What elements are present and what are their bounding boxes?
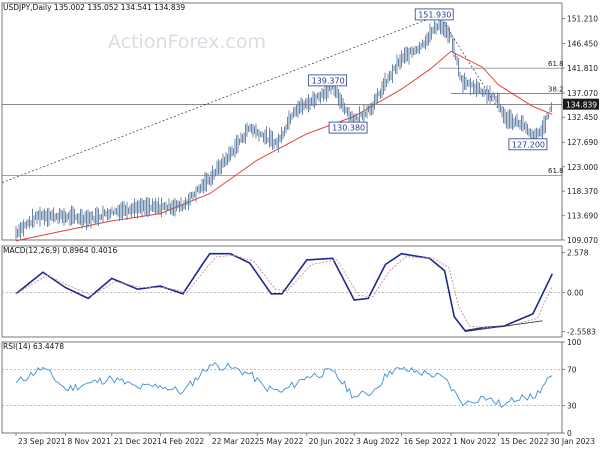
price-y-tick-label: 123.000 (567, 163, 598, 172)
price-callout-box (508, 138, 548, 151)
fib-level-label: 38.2 (548, 85, 564, 93)
x-tick-label: 30 Jan 2023 (550, 437, 595, 446)
price-callout-label: 151.930 (418, 10, 451, 19)
price-y-tick-label: 118.370 (567, 187, 598, 196)
price-callout-label: 127.200 (512, 140, 545, 149)
rsi-y-tick-label: 70 (567, 365, 577, 374)
macd-frame (1, 245, 563, 338)
price-callout: 127.200 (508, 138, 548, 151)
rsi-y-tick-label: 100 (567, 338, 582, 347)
rsi-panel-header: RSI(14) 63.4478 (3, 342, 64, 351)
price-panel: 151.210 146.450 141.810 137.070 132.450 127.6… (1, 2, 599, 245)
price-panel-header: USDJPY,Daily 135.002 135.052 134.541 134… (3, 3, 185, 12)
price-y-tick-label: 146.450 (567, 40, 598, 49)
price-y-tick-label: 113.690 (567, 212, 598, 221)
x-tick-label: 5 May 2022 (259, 437, 303, 446)
x-axis: 23 Sep 2021 8 Nov 2021 21 Dec 2021 4 Feb 20… (15, 433, 595, 446)
last-price-label: 134.839 (566, 101, 597, 110)
price-callout-box (414, 8, 454, 21)
macd-panel: 2.578 0.00 -2.5583 (1, 245, 596, 338)
rsi-frame (1, 341, 563, 434)
price-callout: 151.930 (414, 8, 454, 21)
macd-y-tick-label: 0.00 (567, 288, 584, 297)
price-y-tick-label: 127.690 (567, 138, 598, 147)
price-frame (1, 2, 563, 241)
price-callout: 139.370 (308, 74, 348, 87)
rsi-y-tick-label: 30 (567, 402, 577, 411)
x-tick-label: 22 Mar 2022 (212, 437, 260, 446)
price-callout-box (328, 121, 368, 134)
x-tick-label: 3 Aug 2022 (356, 437, 399, 446)
x-tick-label: 15 Dec 2022 (500, 437, 548, 446)
macd-divergence-line (465, 320, 543, 332)
macd-panel-header: MACD(12,26,9) 0.8964 0.4016 (3, 246, 117, 255)
x-tick-label: 20 Jun 2022 (309, 437, 354, 446)
moving-average-line (15, 50, 553, 242)
price-callout: 130.380 (328, 121, 368, 134)
macd-y-tick-label: 2.578 (567, 249, 589, 258)
x-tick-label: 4 Feb 2022 (162, 437, 204, 446)
macd-signal-line (15, 254, 553, 329)
macd-y-tick-label: -2.5583 (567, 328, 596, 337)
price-y-tick-label: 141.810 (567, 64, 598, 73)
x-tick-label: 23 Sep 2021 (18, 437, 66, 446)
last-price-box (563, 98, 599, 110)
price-y-tick-label: 109.070 (567, 236, 598, 245)
x-tick-label: 21 Dec 2021 (114, 437, 162, 446)
rsi-y-tick-label: 0 (567, 429, 572, 438)
macd-line (15, 252, 554, 332)
price-callout-label: 139.370 (312, 76, 345, 85)
x-tick-label: 1 Nov 2022 (453, 437, 496, 446)
rsi-panel: 100 70 30 0 (1, 338, 582, 438)
price-callout-box (308, 74, 348, 87)
watermark: ActionForex.com (108, 31, 266, 53)
x-tick-label: 8 Nov 2021 (68, 437, 111, 446)
fib-level-label: 61.8 (548, 167, 564, 175)
fib-level-label: 61.8 (548, 60, 564, 68)
price-y-tick-label: 151.210 (567, 15, 598, 24)
x-tick-label: 16 Sep 2022 (404, 437, 452, 446)
price-callout-label: 130.380 (332, 124, 365, 133)
rsi-line (15, 362, 553, 408)
price-y-tick-label: 132.450 (567, 113, 598, 122)
price-y-tick-label: 137.070 (567, 89, 598, 98)
